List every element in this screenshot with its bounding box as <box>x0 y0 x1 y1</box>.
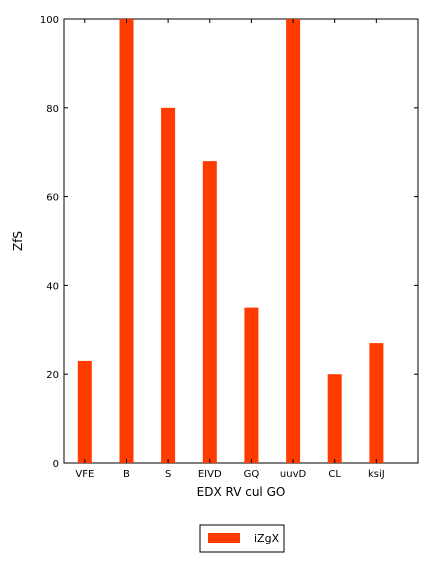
y-tick-label: 100 <box>40 15 59 26</box>
y-tick-label: 80 <box>46 104 59 115</box>
y-tick-label: 60 <box>46 193 59 204</box>
x-axis: VFE B S EIVD GQ uuvD CL ksiJ <box>75 19 385 480</box>
y-axis: 0 20 40 60 80 100 <box>40 15 418 470</box>
bar-GQ <box>244 307 259 463</box>
x-tick-label: B <box>123 469 130 480</box>
bar-ksiJ <box>369 343 384 463</box>
y-tick-label: 20 <box>46 370 59 381</box>
x-tick-label: VFE <box>75 469 94 480</box>
x-tick-label: S <box>165 469 171 480</box>
legend-swatch <box>208 533 240 543</box>
y-axis-label: ZfS <box>11 231 25 251</box>
x-tick-label: GQ <box>244 469 260 480</box>
bar-VFE <box>77 360 92 463</box>
x-tick-label: ksiJ <box>368 469 385 480</box>
bar-CL <box>327 374 342 463</box>
x-tick-label: EIVD <box>198 469 222 480</box>
y-tick-label: 40 <box>46 281 59 292</box>
x-tick-label: uuvD <box>280 469 307 480</box>
bar-S <box>161 107 176 464</box>
x-tick-label: CL <box>328 469 341 480</box>
y-tick-label: 0 <box>53 459 59 470</box>
bar-uuvD <box>286 19 301 463</box>
legend: iZgX <box>199 524 285 553</box>
plot-frame <box>63 18 419 464</box>
bar-EIVD <box>202 161 217 463</box>
bar-B <box>119 19 134 463</box>
legend-label: iZgX <box>254 532 280 545</box>
x-axis-label: EDX RV cul GO <box>197 485 286 499</box>
bars-group <box>77 19 384 464</box>
